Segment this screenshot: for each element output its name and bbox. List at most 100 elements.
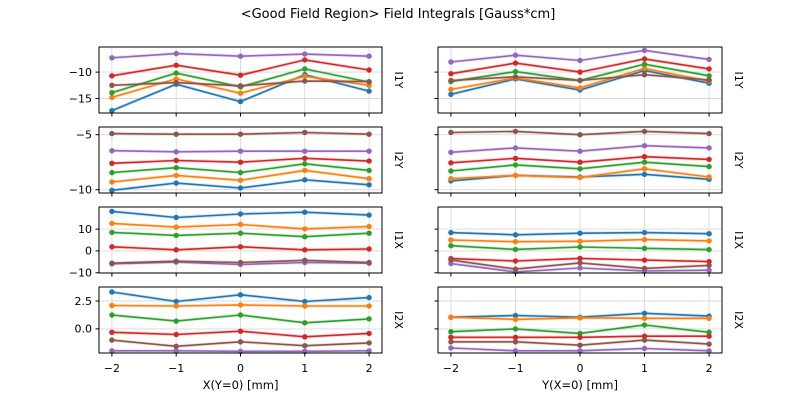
series-marker-orange bbox=[109, 220, 115, 227]
series-marker-orange bbox=[577, 315, 583, 321]
series-marker-purple bbox=[173, 149, 179, 155]
series-marker-red bbox=[173, 247, 179, 253]
series-marker-green bbox=[706, 163, 712, 170]
subplot-I1X-right: I1X bbox=[434, 206, 745, 277]
series-marker-brown bbox=[706, 77, 712, 83]
series-marker-green bbox=[173, 318, 179, 324]
series-marker-blue bbox=[109, 208, 115, 215]
series-marker-green bbox=[302, 66, 308, 72]
series-marker-red bbox=[512, 334, 519, 340]
series-marker-blue bbox=[641, 171, 648, 177]
series-marker-blue bbox=[512, 232, 519, 238]
series-marker-brown bbox=[577, 342, 583, 348]
series-marker-blue bbox=[366, 294, 372, 301]
series-marker-purple bbox=[577, 265, 583, 271]
series-marker-brown bbox=[366, 340, 372, 346]
series-marker-orange bbox=[366, 176, 372, 182]
series-marker-brown bbox=[237, 131, 244, 137]
y-tick-label: 0.0 bbox=[75, 323, 93, 336]
series-marker-purple bbox=[706, 348, 712, 354]
series-marker-orange bbox=[173, 224, 179, 230]
series-marker-orange bbox=[577, 85, 583, 91]
series-marker-purple bbox=[173, 50, 179, 57]
series-marker-blue bbox=[366, 182, 372, 188]
series-marker-red bbox=[173, 62, 179, 68]
y-tick-label: −10 bbox=[69, 184, 92, 197]
series-marker-brown bbox=[512, 74, 519, 80]
series-marker-red bbox=[302, 247, 308, 253]
series-marker-green bbox=[641, 322, 648, 328]
x-tick-label: 2 bbox=[706, 362, 713, 375]
series-marker-red bbox=[577, 159, 583, 165]
series-marker-orange bbox=[173, 172, 179, 179]
series-marker-orange bbox=[706, 174, 712, 180]
row-label-I1X-left: I1X bbox=[392, 231, 405, 249]
series-marker-orange bbox=[641, 236, 648, 243]
series-marker-purple bbox=[706, 267, 712, 273]
series-marker-green bbox=[237, 312, 244, 318]
series-marker-red bbox=[302, 155, 308, 161]
y-tick-label: 0 bbox=[85, 245, 92, 258]
series-marker-orange bbox=[237, 177, 244, 183]
series-marker-brown bbox=[641, 72, 648, 78]
series-marker-brown bbox=[512, 339, 519, 345]
series-marker-orange bbox=[448, 314, 454, 320]
series-marker-red bbox=[641, 154, 648, 160]
series-marker-green bbox=[237, 230, 244, 236]
series-marker-orange bbox=[512, 239, 519, 245]
series-marker-green bbox=[641, 159, 648, 165]
series-marker-brown bbox=[173, 343, 179, 349]
series-marker-orange bbox=[302, 167, 308, 174]
series-marker-blue bbox=[237, 98, 244, 105]
series-marker-red bbox=[173, 157, 179, 164]
subplot-I2Y-right: I2Y bbox=[434, 126, 745, 197]
series-marker-orange bbox=[173, 303, 179, 309]
x-tick-label: 0 bbox=[577, 362, 584, 375]
series-marker-brown bbox=[109, 82, 115, 89]
series-marker-red bbox=[577, 334, 583, 340]
xaxis-label-left: X(Y=0) [mm] bbox=[202, 378, 279, 392]
series-marker-green bbox=[109, 229, 115, 236]
figure-title: <Good Field Region> Field Integrals [Gau… bbox=[240, 7, 556, 22]
series-marker-green bbox=[448, 243, 454, 249]
series-marker-brown bbox=[706, 341, 712, 347]
series-marker-brown bbox=[641, 128, 648, 135]
series-marker-brown bbox=[302, 129, 308, 136]
series-marker-orange bbox=[706, 238, 712, 244]
y-tick-label: −10 bbox=[69, 267, 92, 280]
series-marker-red bbox=[641, 333, 648, 339]
series-marker-orange bbox=[366, 303, 372, 309]
series-marker-brown bbox=[302, 257, 308, 263]
series-marker-green bbox=[302, 234, 308, 240]
y-tick-label: −15 bbox=[69, 92, 92, 105]
series-marker-orange bbox=[512, 316, 519, 323]
series-marker-green bbox=[366, 316, 372, 322]
series-marker-purple bbox=[577, 57, 583, 64]
series-marker-red bbox=[577, 255, 583, 262]
series-marker-blue bbox=[448, 91, 454, 98]
series-marker-purple bbox=[448, 345, 454, 351]
series-marker-purple bbox=[448, 59, 454, 65]
series-marker-orange bbox=[237, 221, 244, 228]
series-marker-blue bbox=[237, 292, 244, 298]
series-marker-blue bbox=[109, 289, 115, 295]
series-marker-blue bbox=[366, 88, 372, 94]
series-marker-purple bbox=[109, 348, 115, 354]
row-label-I2Y-right: I2Y bbox=[732, 152, 745, 169]
series-marker-brown bbox=[706, 130, 712, 137]
series-marker-red bbox=[109, 73, 115, 79]
y-tick-label: 10 bbox=[78, 223, 92, 236]
series-marker-purple bbox=[512, 348, 519, 354]
series-marker-brown bbox=[448, 129, 454, 136]
series-marker-green bbox=[706, 73, 712, 79]
series-marker-red bbox=[706, 156, 712, 163]
series-marker-brown bbox=[366, 78, 372, 85]
series-marker-orange bbox=[706, 315, 712, 321]
series-marker-brown bbox=[448, 77, 454, 84]
series-marker-brown bbox=[577, 77, 583, 84]
series-marker-red bbox=[109, 160, 115, 166]
x-tick-label: 1 bbox=[301, 362, 308, 375]
series-marker-red bbox=[448, 71, 454, 77]
